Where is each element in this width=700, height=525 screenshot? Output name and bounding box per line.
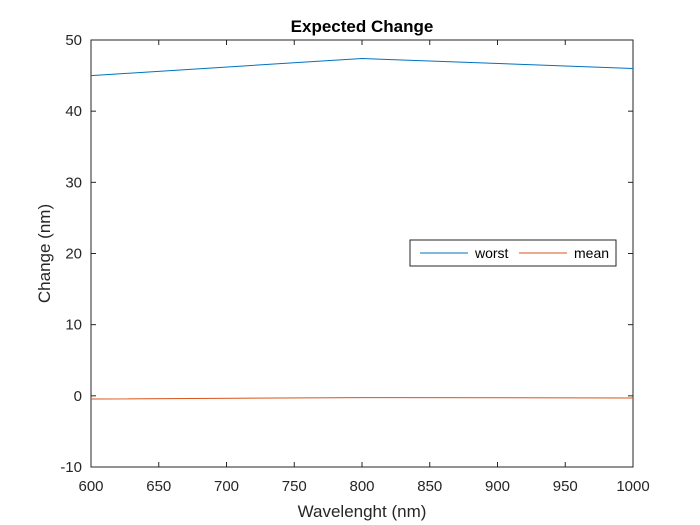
x-tick-label: 750	[282, 478, 307, 495]
y-tick-label: -10	[60, 459, 82, 476]
y-tick-label: 0	[74, 388, 82, 405]
y-tick-label: 40	[65, 103, 82, 120]
x-tick-label: 700	[214, 478, 239, 495]
x-tick-label: 800	[349, 478, 374, 495]
y-tick-label: 30	[65, 174, 82, 191]
x-tick-label: 950	[553, 478, 578, 495]
x-tick-label: 900	[485, 478, 510, 495]
y-tick-label: 10	[65, 317, 82, 334]
y-axis-label: Change (nm)	[35, 204, 54, 303]
x-tick-label: 850	[417, 478, 442, 495]
ticks: 600 650 700 750 800 850 900 950 1000 -10 0 10 20 30 40…	[60, 32, 649, 495]
legend-label-worst: worst	[474, 245, 509, 261]
x-tick-label: 1000	[616, 478, 649, 495]
x-tick-label: 600	[78, 478, 103, 495]
chart-title: Expected Change	[291, 17, 434, 36]
x-axis-label: Wavelenght (nm)	[298, 502, 427, 521]
series-line-worst	[90, 58, 634, 77]
legend-label-mean: mean	[574, 245, 609, 261]
legend: worst mean	[409, 239, 617, 267]
y-tick-label: 50	[65, 32, 82, 49]
series-line-mean	[90, 397, 634, 400]
x-tick-label: 650	[146, 478, 171, 495]
series-layer	[90, 58, 634, 400]
y-tick-label: 20	[65, 246, 82, 263]
